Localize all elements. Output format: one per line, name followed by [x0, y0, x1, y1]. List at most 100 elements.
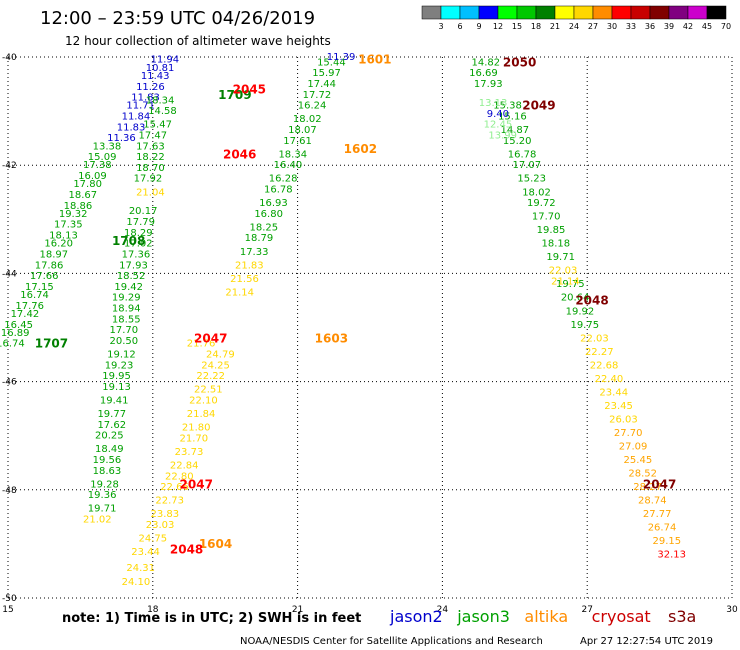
pass-number-label: 2047	[194, 331, 227, 345]
wave-height-label: 15.97	[312, 68, 341, 79]
wave-height-label: 22.66	[160, 482, 189, 493]
wave-height-label: 32.13	[657, 550, 686, 561]
wave-height-label: 22.03	[549, 266, 578, 277]
wave-height-label: 19.77	[97, 409, 126, 420]
scale-label: 45	[702, 22, 712, 31]
wave-height-label: 25.45	[624, 455, 653, 466]
scale-swatch	[440, 5, 461, 20]
wave-height-label: 17.62	[97, 420, 126, 431]
pass-number-label: 2047	[643, 477, 676, 491]
pass-number-label: 1603	[315, 331, 348, 345]
pass-number-label: 1709	[218, 88, 251, 102]
wave-height-label: 11.83	[117, 122, 146, 133]
pass-number-label: 2049	[522, 99, 555, 113]
wave-height-label: 18.70	[136, 163, 165, 174]
wave-height-label: 19.36	[88, 490, 117, 501]
wave-height-label: 28.74	[638, 496, 667, 507]
wave-height-label: 19.23	[105, 360, 134, 371]
wave-height-label: 17.79	[126, 217, 155, 228]
scale-label: 6	[457, 22, 462, 31]
scale-swatch	[535, 5, 556, 20]
scale-label: 15	[512, 22, 522, 31]
wave-height-label: 22.84	[170, 460, 199, 471]
wave-height-label: 18.86	[64, 201, 93, 212]
scale-label: 12	[493, 22, 503, 31]
wave-height-label: 18.94	[112, 304, 141, 315]
scale-swatch	[554, 5, 575, 20]
wave-height-label: 22.10	[189, 396, 218, 407]
wave-height-label: 18.25	[249, 222, 278, 233]
x-tick-label: 24	[437, 605, 449, 615]
wave-height-label: 18.02	[293, 114, 322, 125]
wave-height-label: 19.13	[102, 382, 131, 393]
scale-swatch	[611, 5, 632, 20]
wave-height-label: 19.71	[88, 504, 117, 515]
wave-height-label: 17.70	[110, 325, 139, 336]
scale-label: 39	[664, 22, 674, 31]
y-tick-label: -50	[2, 594, 17, 604]
wave-height-label: 22.22	[196, 371, 225, 382]
wave-height-label: 17.70	[532, 212, 561, 223]
wave-height-label: 21.83	[235, 260, 264, 271]
x-tick-label: 27	[581, 605, 592, 615]
satellite-legend-jason3: jason3	[456, 607, 510, 626]
plot-grid	[7, 56, 733, 599]
wave-height-label: 18.29	[124, 228, 153, 239]
wave-height-label: 12.45	[484, 120, 513, 131]
scale-label: 18	[531, 22, 541, 31]
wave-height-label: 19.75	[556, 279, 585, 290]
wave-height-label: 18.55	[112, 314, 141, 325]
wave-height-label: 27.70	[614, 428, 643, 439]
timestamp-text: Apr 27 12:27:54 UTC 2019	[580, 636, 713, 647]
wave-height-label: 28.27	[633, 482, 662, 493]
satellite-legend-s3a: s3a	[668, 607, 696, 626]
wave-height-label: 22.27	[585, 347, 614, 358]
wave-height-label: 17.72	[303, 90, 332, 101]
y-tick-label: -44	[2, 269, 17, 279]
scale-label: 9	[476, 22, 481, 31]
wave-height-label: 17.76	[15, 301, 44, 312]
wave-height-label: 18.63	[93, 466, 122, 477]
wave-height-label: 14.82	[472, 57, 501, 68]
wave-height-label: 19.56	[93, 455, 122, 466]
wave-height-label: 18.34	[278, 149, 307, 160]
wave-height-label: 13.99	[488, 130, 517, 141]
wave-height-label: 16.45	[4, 320, 33, 331]
pass-number-label: 2047	[180, 477, 213, 491]
wave-height-label: 11.71	[126, 101, 155, 112]
scale-swatch	[706, 5, 727, 20]
wave-height-label: 19.29	[112, 293, 141, 304]
pass-number-label: 1707	[35, 337, 68, 351]
scale-label: 33	[626, 22, 636, 31]
wave-height-label: 19.95	[102, 371, 131, 382]
wave-height-label: 28.52	[628, 469, 657, 480]
wave-height-label: 17.36	[122, 249, 151, 260]
wave-height-label: 22.51	[194, 385, 223, 396]
satellite-legend-altika: altika	[524, 607, 568, 626]
wave-height-label: 11.43	[141, 71, 170, 82]
wave-height-label: 24.79	[206, 350, 235, 361]
wave-height-label: 16.24	[298, 101, 327, 112]
scale-label: 24	[569, 22, 579, 31]
y-tick-label: -46	[2, 378, 17, 388]
scale-swatch	[630, 5, 651, 20]
wave-height-label: 11.83	[131, 93, 160, 104]
wave-height-label: 15.20	[503, 136, 532, 147]
wave-height-label: 9.40	[487, 109, 509, 120]
wave-height-label: 23.44	[599, 387, 628, 398]
wave-height-label: 29.15	[653, 536, 682, 547]
wave-height-label: 11.39	[327, 52, 356, 63]
scale-swatch	[592, 5, 613, 20]
wave-height-label: 16.69	[469, 68, 498, 79]
wave-height-label: 16.93	[259, 198, 288, 209]
pass-number-label: 1601	[358, 53, 391, 67]
pass-number-label: 2048	[170, 542, 203, 556]
wave-height-label: 19.42	[114, 282, 143, 293]
wave-height-label: 21.02	[83, 515, 112, 526]
wave-height-label: 17.61	[283, 136, 312, 147]
chart-title: 12:00 – 23:59 UTC 04/26/2019	[40, 8, 315, 29]
wave-height-label: 21.04	[136, 187, 165, 198]
wave-height-label: 21.70	[180, 433, 209, 444]
scale-label: 70	[721, 22, 731, 31]
wave-height-label: 15.44	[317, 57, 346, 68]
